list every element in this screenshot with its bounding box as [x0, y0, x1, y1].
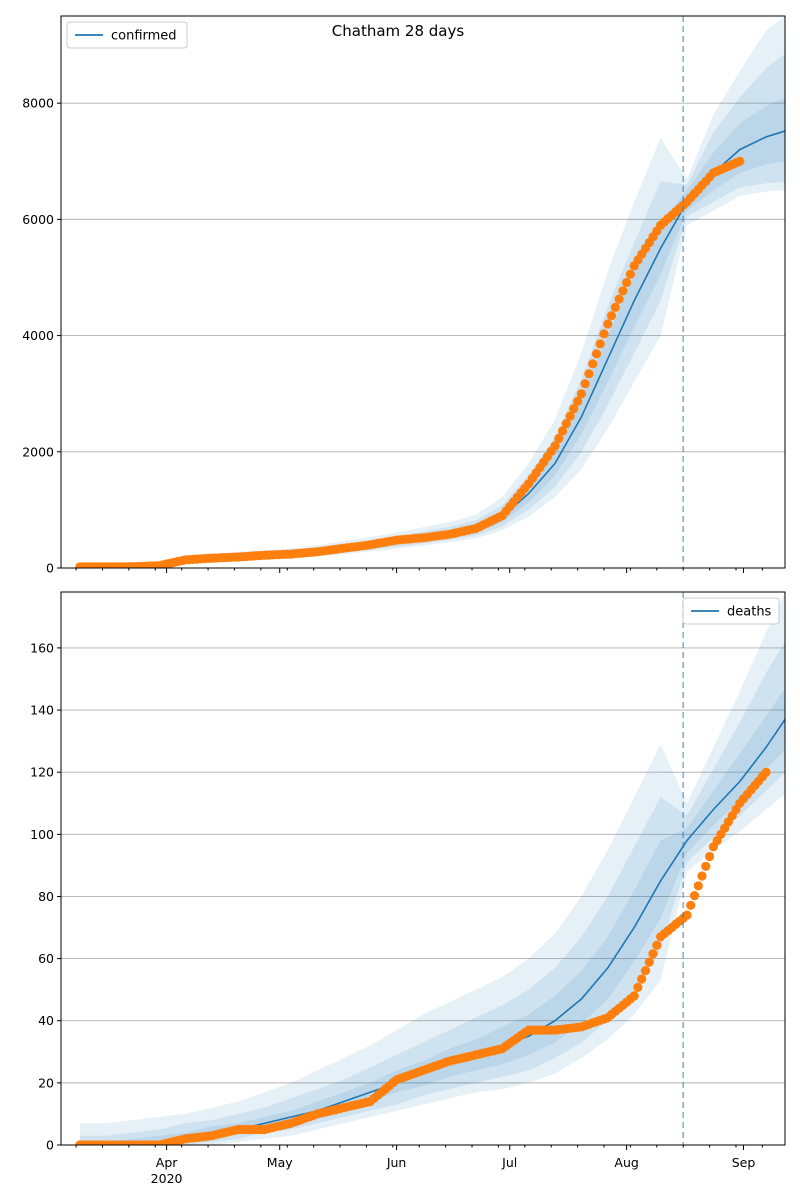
uncertainty-band [79, 53, 785, 568]
y-tick-label: 4000 [22, 328, 54, 343]
data-point [637, 974, 647, 984]
data-point [689, 891, 700, 901]
data-point [686, 900, 696, 910]
data-point [644, 957, 654, 967]
x-tick-label: Jun [386, 1155, 407, 1170]
data-point [610, 302, 620, 312]
y-tick-label: 80 [38, 889, 54, 904]
x-tick-label: May [267, 1155, 293, 1170]
data-point [652, 940, 662, 950]
y-tick-label: 140 [30, 703, 54, 718]
data-point [682, 910, 692, 920]
legend-label: confirmed [111, 29, 177, 44]
data-point [603, 319, 613, 329]
x-tick-label: Aug [614, 1155, 638, 1170]
data-point [591, 349, 602, 359]
data-point [584, 369, 594, 379]
y-tick-label: 60 [38, 951, 54, 966]
data-point [625, 269, 636, 279]
data-point [761, 767, 771, 777]
data-point [606, 311, 617, 321]
data-point [618, 286, 628, 296]
plot-area [61, 592, 785, 1145]
data-point [565, 411, 575, 421]
data-point [697, 871, 707, 881]
legend-box [682, 597, 780, 625]
data-point [561, 419, 571, 429]
data-point [599, 329, 609, 339]
chart-title: Chatham 28 days [332, 22, 465, 40]
data-point [550, 441, 560, 451]
data-point [705, 851, 715, 862]
y-tick-label: 100 [30, 827, 54, 842]
x-tick-label: 2020 [151, 1171, 183, 1186]
legend: confirmed [66, 21, 188, 49]
legend: deaths [682, 597, 780, 625]
x-tick-label: Sep [732, 1155, 756, 1170]
data-point [629, 991, 639, 1001]
uncertainty-band [79, 688, 785, 1145]
data-point [557, 426, 568, 436]
axes-frame [60, 591, 786, 1146]
data-point [554, 433, 564, 444]
data-point [614, 294, 624, 304]
axes-frame [60, 15, 786, 569]
y-tick-label: 20 [38, 1075, 54, 1090]
confirmed-panel: Chatham 28 days 0 2000 4000 6000 8000 confirm… [22, 15, 786, 576]
y-tick-label: 120 [30, 765, 54, 780]
data-point [693, 881, 703, 891]
data-point [588, 359, 598, 369]
data-point [622, 277, 632, 288]
data-point [573, 396, 583, 406]
data-point [735, 156, 745, 166]
data-point [580, 379, 590, 389]
x-tick-label: Jul [501, 1155, 517, 1170]
data-point [595, 339, 605, 349]
y-tick-label: 8000 [22, 96, 54, 111]
y-tick-label: 160 [30, 640, 54, 655]
data-point [569, 404, 579, 414]
y-tick-label: 0 [46, 561, 54, 576]
legend-box [66, 21, 188, 49]
plot-area [61, 16, 785, 568]
y-tick-label: 2000 [22, 444, 54, 459]
legend-label: deaths [727, 605, 772, 620]
data-point [640, 966, 651, 976]
uncertainty-band [79, 592, 785, 1145]
y-tick-label: 40 [38, 1013, 54, 1028]
y-tick-label: 6000 [22, 212, 54, 227]
data-point [576, 389, 587, 399]
y-tick-label: 0 [46, 1138, 54, 1153]
data-point [633, 982, 643, 993]
x-tick-label: Apr [156, 1155, 178, 1170]
uncertainty-band [79, 16, 785, 568]
data-point [648, 949, 658, 959]
data-point [701, 861, 711, 871]
